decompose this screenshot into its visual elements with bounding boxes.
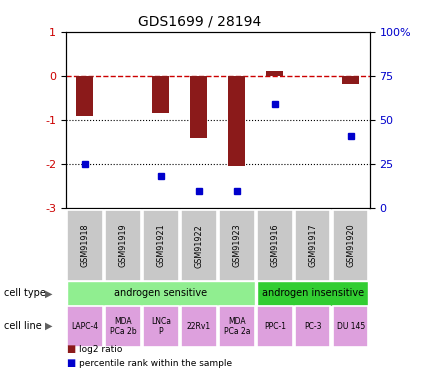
- Text: ■: ■: [66, 358, 75, 368]
- Bar: [266, 70, 283, 76]
- Bar: [190, 76, 207, 138]
- Text: 22Rv1: 22Rv1: [187, 322, 211, 331]
- Text: ▶: ▶: [45, 288, 52, 298]
- Text: cell type: cell type: [4, 288, 46, 298]
- Text: log2 ratio: log2 ratio: [79, 345, 122, 354]
- Text: GSM91918: GSM91918: [80, 224, 89, 267]
- Text: GDS1699 / 28194: GDS1699 / 28194: [138, 14, 261, 28]
- Text: MDA
PCa 2b: MDA PCa 2b: [110, 316, 136, 336]
- Text: PC-3: PC-3: [304, 322, 322, 331]
- Text: androgen insensitive: androgen insensitive: [262, 288, 364, 298]
- Text: GSM91923: GSM91923: [232, 224, 241, 267]
- Text: ▶: ▶: [45, 321, 52, 331]
- Text: cell line: cell line: [4, 321, 42, 331]
- Text: GSM91922: GSM91922: [194, 224, 203, 267]
- Text: DU 145: DU 145: [337, 322, 365, 331]
- Text: GSM91921: GSM91921: [156, 224, 165, 267]
- Text: LNCa
P: LNCa P: [151, 316, 171, 336]
- Bar: [76, 76, 94, 116]
- Text: LAPC-4: LAPC-4: [71, 322, 99, 331]
- Bar: [342, 76, 359, 84]
- Text: GSM91917: GSM91917: [308, 224, 317, 267]
- Bar: [152, 76, 170, 113]
- Text: PPC-1: PPC-1: [264, 322, 286, 331]
- Text: ■: ■: [66, 344, 75, 354]
- Text: MDA
PCa 2a: MDA PCa 2a: [224, 316, 250, 336]
- Text: GSM91916: GSM91916: [270, 224, 279, 267]
- Bar: [228, 76, 245, 166]
- Text: percentile rank within the sample: percentile rank within the sample: [79, 359, 232, 368]
- Text: GSM91920: GSM91920: [346, 224, 355, 267]
- Text: GSM91919: GSM91919: [118, 224, 127, 267]
- Text: androgen sensitive: androgen sensitive: [114, 288, 207, 298]
